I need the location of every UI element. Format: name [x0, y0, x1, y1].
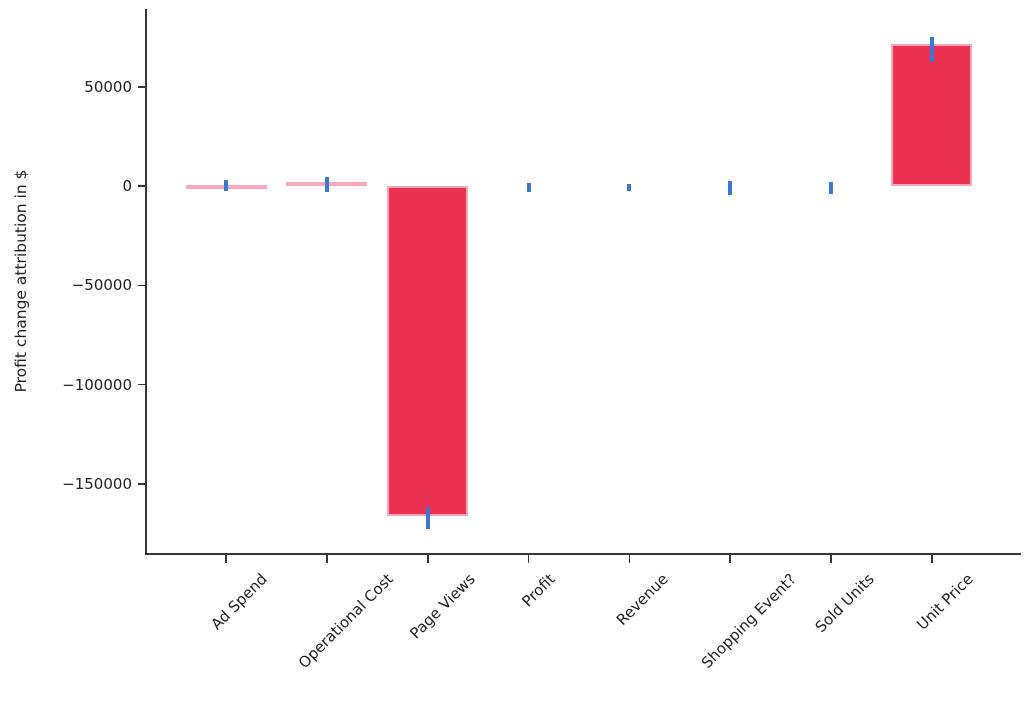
x-tick-label: Ad Spend: [207, 570, 272, 634]
y-tick-label: −100000: [62, 375, 132, 394]
y-tick-label: 0: [122, 177, 132, 196]
x-tick-label: Profit: [518, 570, 559, 611]
y-tick-label: −150000: [62, 474, 132, 493]
x-tick-label: Revenue: [612, 570, 672, 629]
x-tick-label: Unit Price: [913, 570, 978, 634]
y-tick-label: 50000: [84, 78, 132, 97]
error-bar: [425, 507, 430, 530]
error-bar: [627, 183, 632, 192]
x-tick-label: Sold Units: [811, 570, 879, 637]
x-tick-mark: [426, 554, 429, 563]
x-tick-label: Operational Cost: [294, 570, 397, 672]
x-axis-line: [145, 553, 1022, 555]
error-bar: [728, 181, 733, 196]
x-tick-mark: [325, 554, 328, 563]
y-tick-mark: [138, 185, 146, 188]
error-bar: [526, 183, 531, 193]
bar: [387, 186, 469, 517]
x-tick-mark: [931, 554, 933, 563]
y-tick-label: −50000: [71, 276, 132, 295]
error-bar: [829, 182, 834, 195]
x-tick-label: Page Views: [406, 570, 479, 643]
y-tick-mark: [138, 482, 146, 485]
error-bar: [324, 177, 329, 193]
x-tick-mark: [628, 554, 631, 563]
x-tick-mark: [527, 554, 530, 563]
error-bar: [224, 180, 228, 191]
y-tick-mark: [138, 383, 146, 386]
x-tick-label: Shopping Event?: [697, 570, 800, 672]
x-tick-mark: [225, 554, 227, 563]
x-tick-mark: [830, 554, 833, 563]
x-tick-mark: [729, 554, 732, 563]
y-axis-line: [145, 9, 147, 555]
y-tick-mark: [138, 284, 146, 287]
bar: [891, 44, 973, 187]
error-bar: [929, 36, 934, 62]
y-tick-mark: [138, 86, 146, 89]
